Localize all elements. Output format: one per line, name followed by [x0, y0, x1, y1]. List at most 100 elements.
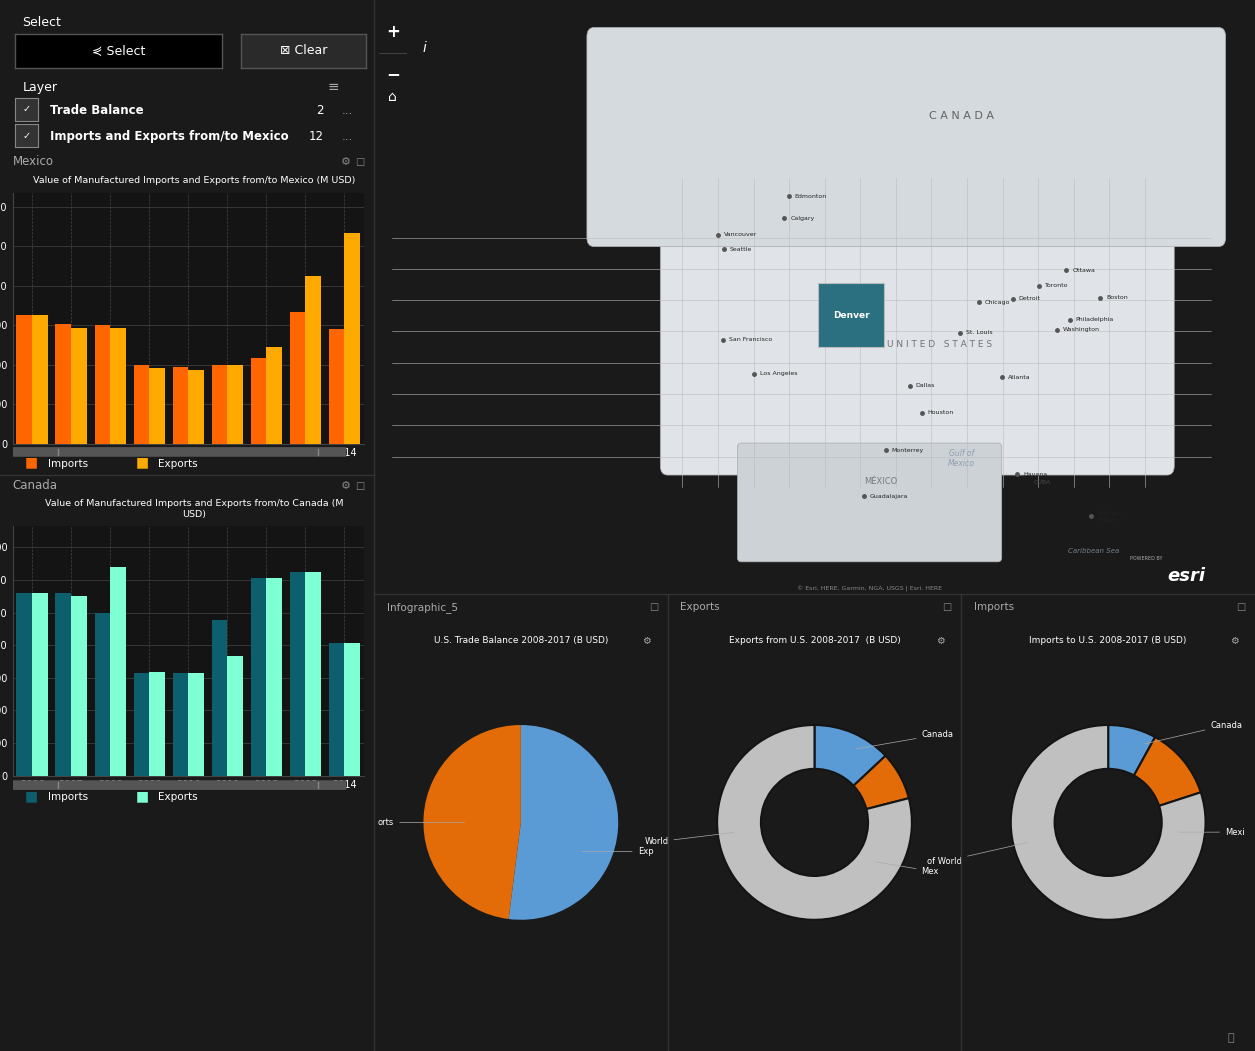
Bar: [133, 365, 149, 444]
Text: ⚙: ⚙: [1230, 636, 1239, 646]
Bar: [329, 643, 344, 776]
Wedge shape: [1135, 737, 1201, 806]
Text: Detroit: Detroit: [1019, 296, 1040, 302]
Text: Edmonton: Edmonton: [794, 194, 827, 199]
Text: Exp: Exp: [582, 847, 654, 857]
Text: of World: of World: [927, 843, 1028, 866]
Text: Imports to U.S. 2008-2017 (B USD): Imports to U.S. 2008-2017 (B USD): [1029, 636, 1187, 645]
Text: ⊠ Clear: ⊠ Clear: [280, 44, 328, 58]
Text: Canada: Canada: [13, 478, 58, 492]
Text: Layer: Layer: [23, 81, 58, 95]
Bar: [188, 370, 203, 444]
Text: San Francisco: San Francisco: [729, 337, 773, 343]
Text: U N I T E D   S T A T E S: U N I T E D S T A T E S: [887, 341, 991, 349]
Text: MÉXICO: MÉXICO: [863, 477, 897, 487]
Text: POWERED BY: POWERED BY: [1130, 556, 1162, 561]
Bar: [55, 593, 72, 776]
Text: ■: ■: [136, 456, 148, 470]
Bar: [16, 593, 33, 776]
Text: ■: ■: [25, 789, 38, 803]
Text: Select: Select: [23, 16, 61, 29]
Wedge shape: [1010, 725, 1206, 920]
Text: i: i: [422, 41, 427, 56]
Text: Imports: Imports: [48, 791, 88, 802]
Text: ✓: ✓: [23, 130, 30, 141]
Text: Ottawa: Ottawa: [1072, 268, 1096, 273]
Text: Mex: Mex: [876, 862, 939, 875]
Wedge shape: [423, 725, 521, 919]
Bar: [72, 596, 87, 776]
Text: Infographic_5: Infographic_5: [387, 602, 458, 613]
FancyBboxPatch shape: [818, 283, 885, 347]
Text: Guadalajara: Guadalajara: [870, 494, 907, 498]
Bar: [33, 593, 48, 776]
Text: Value of Manufactured Imports and Exports from/to Mexico (M USD): Value of Manufactured Imports and Export…: [34, 176, 355, 185]
Bar: [251, 578, 266, 776]
Bar: [344, 643, 360, 776]
Bar: [133, 674, 149, 776]
Text: □: □: [355, 157, 364, 167]
Text: ⚙: ⚙: [341, 157, 351, 167]
Text: Houston: Houston: [927, 411, 954, 415]
Text: Havana: Havana: [1023, 472, 1047, 477]
Text: Imports: Imports: [48, 458, 88, 469]
Text: Exports from U.S. 2008-2017  (B USD): Exports from U.S. 2008-2017 (B USD): [729, 636, 900, 645]
Text: ⤢: ⤢: [1227, 1032, 1234, 1043]
Text: □: □: [649, 602, 658, 613]
Bar: [173, 367, 188, 444]
Bar: [212, 620, 227, 776]
Text: Vancouver: Vancouver: [724, 232, 758, 238]
Bar: [94, 325, 110, 444]
Wedge shape: [508, 725, 619, 920]
Bar: [55, 324, 72, 444]
Text: Caribbean Sea: Caribbean Sea: [1068, 548, 1119, 554]
Bar: [188, 674, 203, 776]
Bar: [227, 365, 243, 444]
Text: □: □: [355, 480, 364, 491]
Text: Philadelphia: Philadelphia: [1076, 317, 1114, 323]
Wedge shape: [853, 756, 909, 809]
Wedge shape: [814, 725, 886, 786]
FancyBboxPatch shape: [738, 444, 1001, 562]
Bar: [173, 674, 188, 776]
Text: CUBA: CUBA: [1033, 480, 1050, 486]
Text: orts: orts: [378, 818, 464, 827]
Bar: [266, 578, 282, 776]
Text: Seattle: Seattle: [730, 247, 752, 252]
Text: □: □: [943, 602, 951, 613]
Bar: [227, 656, 243, 776]
Text: Port-au-
Prince: Port-au- Prince: [1097, 511, 1122, 521]
Text: ⚙: ⚙: [643, 636, 651, 646]
Text: St. Louis: St. Louis: [966, 330, 993, 335]
Text: Toronto: Toronto: [1045, 284, 1068, 288]
Text: □: □: [1236, 602, 1245, 613]
Text: ⋞ Select: ⋞ Select: [92, 44, 146, 58]
Text: esri: esri: [1167, 568, 1205, 585]
FancyBboxPatch shape: [587, 27, 1226, 247]
Bar: [329, 329, 344, 444]
Bar: [344, 233, 360, 444]
Text: World: World: [644, 832, 734, 846]
Bar: [305, 276, 321, 444]
Text: Imports and Exports from/to Mexico: Imports and Exports from/to Mexico: [50, 129, 289, 143]
Text: Canada: Canada: [856, 730, 954, 749]
Text: © Esri, HERE, Garmin, NGA, USGS | Esri, HERE: © Esri, HERE, Garmin, NGA, USGS | Esri, …: [797, 585, 943, 592]
Bar: [266, 348, 282, 444]
Text: Canada: Canada: [1145, 721, 1242, 744]
Bar: [212, 365, 227, 444]
Bar: [149, 673, 164, 776]
Text: Exports: Exports: [158, 458, 198, 469]
Text: ✓: ✓: [23, 104, 30, 115]
Text: Trade Balance: Trade Balance: [50, 103, 144, 117]
Wedge shape: [717, 725, 912, 920]
Text: ⚙: ⚙: [936, 636, 945, 646]
Text: Monterrey: Monterrey: [891, 448, 924, 453]
Bar: [94, 613, 110, 776]
Text: ⚙: ⚙: [341, 480, 351, 491]
Bar: [149, 369, 164, 444]
Text: ■: ■: [25, 456, 38, 470]
Bar: [33, 314, 48, 444]
Text: Dallas: Dallas: [916, 383, 935, 388]
Text: Exports: Exports: [680, 602, 720, 613]
FancyBboxPatch shape: [13, 780, 346, 790]
